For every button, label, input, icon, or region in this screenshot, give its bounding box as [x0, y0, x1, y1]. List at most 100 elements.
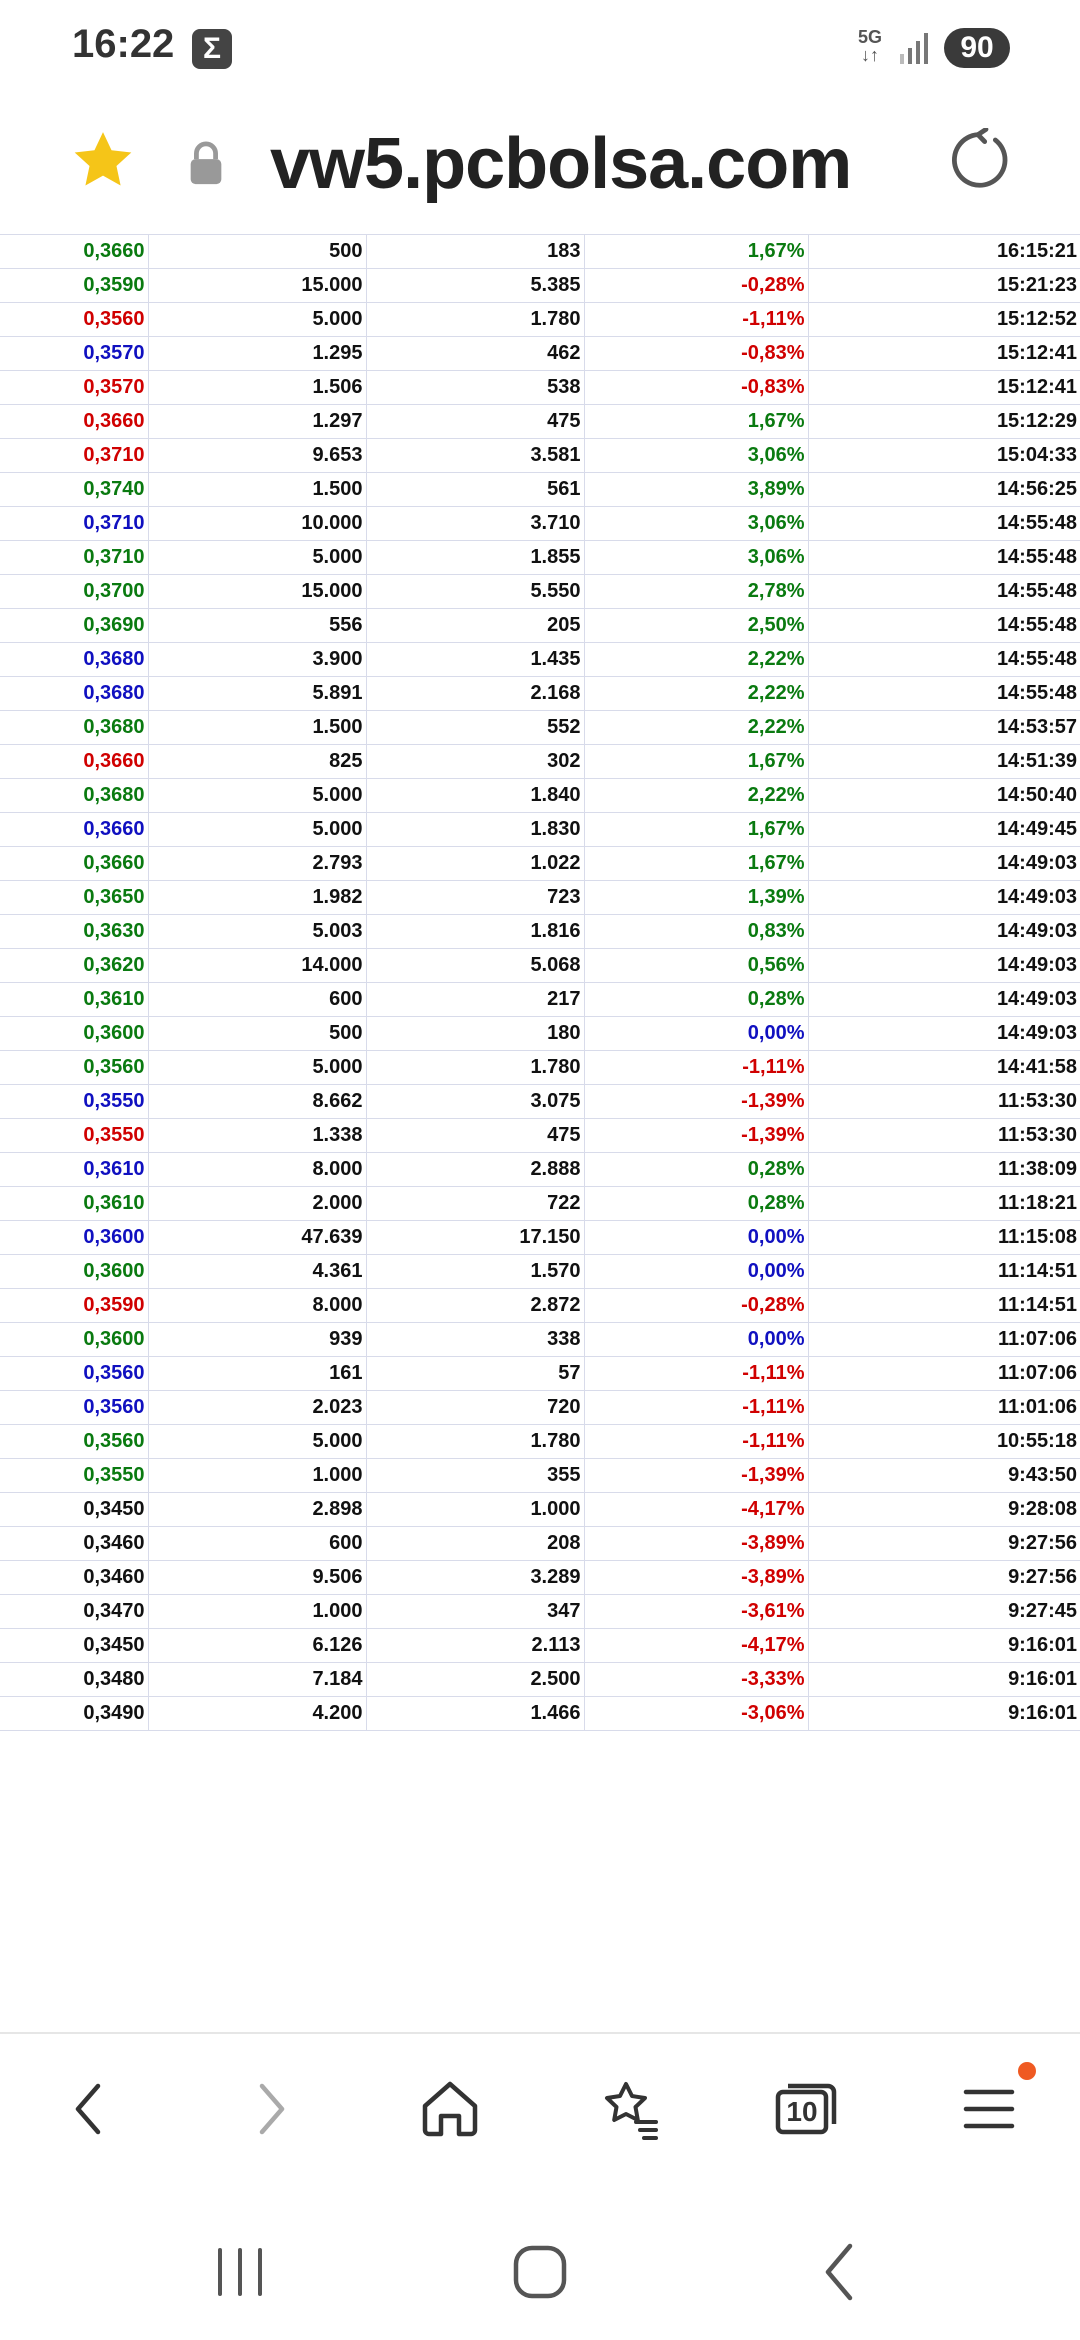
trade-row: 0,3700 15.000 5.550 2,78% 14:55:48: [0, 574, 1080, 609]
trade-shares: 5.000: [148, 540, 367, 575]
trade-amount: 1.780: [366, 302, 585, 337]
network-type: 5G: [858, 27, 883, 47]
trade-row: 0,3560 2.023 720 -1,11% 11:01:06: [0, 1390, 1080, 1425]
url-text[interactable]: vw5.pcbolsa.com: [270, 124, 852, 204]
trade-time: 14:55:48: [808, 506, 1080, 541]
trade-change: -3,06%: [584, 1696, 809, 1731]
trade-price: 0,3560: [0, 1424, 149, 1459]
trade-price: 0,3560: [0, 1390, 149, 1425]
trade-change: -0,83%: [584, 336, 809, 371]
trade-change: 2,22%: [584, 642, 809, 677]
trade-row: 0,3600 500 180 0,00% 14:49:03: [0, 1016, 1080, 1051]
trade-change: 0,00%: [584, 1220, 809, 1255]
trade-amount: 723: [366, 880, 585, 915]
trade-time: 11:38:09: [808, 1152, 1080, 1187]
trade-change: -3,89%: [584, 1526, 809, 1561]
browser-bottom-nav: 10: [0, 2034, 1080, 2184]
menu-notification-badge: [1018, 2062, 1036, 2080]
trade-shares: 1.500: [148, 472, 367, 507]
trade-change: 1,67%: [584, 846, 809, 881]
trade-price: 0,3680: [0, 710, 149, 745]
trade-change: 3,06%: [584, 438, 809, 473]
trade-amount: 1.570: [366, 1254, 585, 1289]
star-icon[interactable]: [70, 128, 136, 194]
system-back-icon[interactable]: [800, 2232, 880, 2312]
nav-divider: [0, 2032, 1080, 2034]
trade-shares: 1.000: [148, 1594, 367, 1629]
status-bar: 16:22 Σ 5G ↓↑ 90: [0, 0, 1080, 96]
trade-price: 0,3710: [0, 540, 149, 575]
trade-row: 0,3550 1.000 355 -1,39% 9:43:50: [0, 1458, 1080, 1493]
trade-change: 0,28%: [584, 1152, 809, 1187]
trade-price: 0,3680: [0, 778, 149, 813]
trade-row: 0,3660 500 183 1,67% 16:15:21: [0, 234, 1080, 269]
trade-row: 0,3570 1.506 538 -0,83% 15:12:41: [0, 370, 1080, 405]
trade-price: 0,3630: [0, 914, 149, 949]
recent-apps-icon[interactable]: [200, 2232, 280, 2312]
system-home-icon[interactable]: [500, 2232, 580, 2312]
trade-price: 0,3660: [0, 812, 149, 847]
trade-price: 0,3690: [0, 608, 149, 643]
trade-amount: 17.150: [366, 1220, 585, 1255]
trade-change: 0,83%: [584, 914, 809, 949]
trade-time: 14:49:03: [808, 914, 1080, 949]
trade-shares: 8.000: [148, 1288, 367, 1323]
trade-price: 0,3570: [0, 370, 149, 405]
trade-amount: 3.581: [366, 438, 585, 473]
trade-change: -1,11%: [584, 1050, 809, 1085]
trade-change: 0,00%: [584, 1016, 809, 1051]
trade-amount: 2.500: [366, 1662, 585, 1697]
trade-time: 9:27:45: [808, 1594, 1080, 1629]
trade-change: 1,67%: [584, 744, 809, 779]
trade-row: 0,3560 161 57 -1,11% 11:07:06: [0, 1356, 1080, 1391]
trade-price: 0,3600: [0, 1254, 149, 1289]
trade-amount: 1.830: [366, 812, 585, 847]
trade-time: 14:55:48: [808, 608, 1080, 643]
trade-time: 14:49:03: [808, 982, 1080, 1017]
trade-time: 15:12:29: [808, 404, 1080, 439]
trade-price: 0,3660: [0, 404, 149, 439]
home-icon[interactable]: [405, 2064, 495, 2154]
bookmarks-star-icon[interactable]: [584, 2064, 674, 2154]
trade-row: 0,3620 14.000 5.068 0,56% 14:49:03: [0, 948, 1080, 983]
trade-amount: 561: [366, 472, 585, 507]
trade-row: 0,3650 1.982 723 1,39% 14:49:03: [0, 880, 1080, 915]
trade-time: 11:53:30: [808, 1084, 1080, 1119]
trade-time: 14:49:45: [808, 812, 1080, 847]
trade-time: 14:49:03: [808, 846, 1080, 881]
trade-price: 0,3600: [0, 1220, 149, 1255]
trade-row: 0,3560 5.000 1.780 -1,11% 14:41:58: [0, 1050, 1080, 1085]
trade-time: 14:50:40: [808, 778, 1080, 813]
trade-amount: 720: [366, 1390, 585, 1425]
trade-amount: 722: [366, 1186, 585, 1221]
trade-price: 0,3450: [0, 1492, 149, 1527]
back-arrow-icon[interactable]: [44, 2064, 134, 2154]
trade-amount: 208: [366, 1526, 585, 1561]
tabs-icon[interactable]: 10: [762, 2064, 852, 2154]
trade-amount: 552: [366, 710, 585, 745]
trade-amount: 205: [366, 608, 585, 643]
trade-amount: 1.466: [366, 1696, 585, 1731]
trade-time: 9:27:56: [808, 1560, 1080, 1595]
trade-shares: 600: [148, 982, 367, 1017]
trade-price: 0,3660: [0, 744, 149, 779]
trade-price: 0,3590: [0, 1288, 149, 1323]
trade-row: 0,3630 5.003 1.816 0,83% 14:49:03: [0, 914, 1080, 949]
trade-shares: 7.184: [148, 1662, 367, 1697]
trade-change: -3,61%: [584, 1594, 809, 1629]
trade-row: 0,3660 825 302 1,67% 14:51:39: [0, 744, 1080, 779]
forward-arrow-icon[interactable]: [226, 2064, 316, 2154]
tabs-count: 10: [786, 2096, 818, 2127]
trade-price: 0,3600: [0, 1322, 149, 1357]
menu-icon[interactable]: [944, 2064, 1034, 2154]
trade-row: 0,3460 600 208 -3,89% 9:27:56: [0, 1526, 1080, 1561]
trade-change: -1,39%: [584, 1084, 809, 1119]
trade-change: -1,11%: [584, 302, 809, 337]
trade-price: 0,3480: [0, 1662, 149, 1697]
trade-amount: 183: [366, 234, 585, 269]
trade-change: 2,78%: [584, 574, 809, 609]
trade-shares: 2.000: [148, 1186, 367, 1221]
reload-icon[interactable]: [946, 128, 1010, 192]
trade-price: 0,3590: [0, 268, 149, 303]
trade-row: 0,3710 9.653 3.581 3,06% 15:04:33: [0, 438, 1080, 473]
